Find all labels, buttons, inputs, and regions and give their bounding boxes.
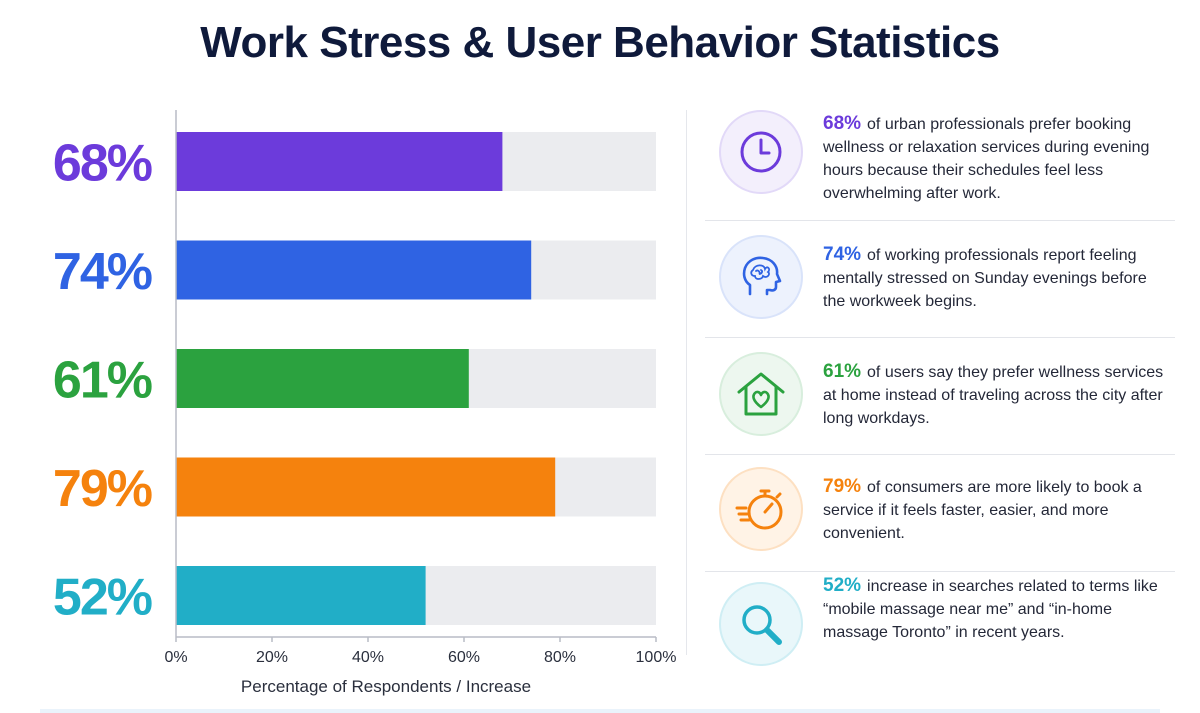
bar [176, 349, 469, 408]
bar-chart: 68% 74% 61% 79% 52% 0% 20% 40% 60% 80% 100% Percent… [53, 110, 677, 696]
x-tick-label: 20% [256, 649, 288, 666]
stat-row: 79% of consumers are more likely to book … [705, 455, 1175, 572]
stat-percentage: 52% [823, 575, 862, 596]
category-label: 68% [53, 135, 152, 193]
bar [176, 132, 503, 191]
stat-percentage: 74% [823, 244, 862, 265]
stat-text: 68% of urban professionals prefer booking… [823, 112, 1168, 205]
stat-row: 68% of urban professionals prefer booking… [705, 104, 1175, 221]
x-tick-label: 100% [636, 649, 677, 666]
home-heart-icon [719, 352, 803, 436]
category-label: 74% [53, 243, 152, 301]
stat-description: of working professionals report feeling … [823, 247, 1147, 310]
stat-percentage: 79% [823, 476, 862, 497]
stat-text: 61% of users say they prefer wellness ser… [823, 360, 1168, 430]
chart-title: Work Stress & User Behavior Statistics [200, 18, 1000, 67]
category-label: 61% [53, 352, 152, 410]
stat-description: increase in searches related to terms li… [823, 578, 1158, 641]
clock-icon [719, 110, 803, 194]
stat-description: of urban professionals prefer booking we… [823, 116, 1150, 202]
stats-panel: 68% of urban professionals prefer booking… [705, 104, 1175, 689]
bar [176, 457, 556, 517]
stat-percentage: 68% [823, 113, 862, 134]
magnifier-icon [719, 582, 803, 666]
stat-row: 74% of working professionals report feeli… [705, 221, 1175, 338]
x-tick-label: 60% [448, 649, 480, 666]
stat-row: 52% increase in searches related to terms… [705, 572, 1175, 689]
category-label: 52% [53, 569, 152, 627]
vertical-divider [686, 110, 687, 655]
bar [176, 240, 532, 300]
stat-percentage: 61% [823, 361, 862, 382]
stat-row: 61% of users say they prefer wellness ser… [705, 338, 1175, 455]
bar [176, 566, 426, 625]
bottom-accent-bar [40, 709, 1160, 713]
stat-description: of consumers are more likely to book a s… [823, 479, 1142, 542]
x-tick-label: 40% [352, 649, 384, 666]
category-label: 79% [53, 460, 152, 518]
x-tick-label: 0% [164, 649, 187, 666]
stat-text: 52% increase in searches related to terms… [823, 574, 1168, 644]
stat-description: of users say they prefer wellness servic… [823, 364, 1164, 427]
x-tick-label: 80% [544, 649, 576, 666]
stressed-head-icon [719, 235, 803, 319]
x-axis-title: Percentage of Respondents / Increase [241, 677, 531, 696]
fast-stopwatch-icon [719, 467, 803, 551]
stat-text: 79% of consumers are more likely to book … [823, 475, 1168, 545]
stat-text: 74% of working professionals report feeli… [823, 243, 1168, 313]
